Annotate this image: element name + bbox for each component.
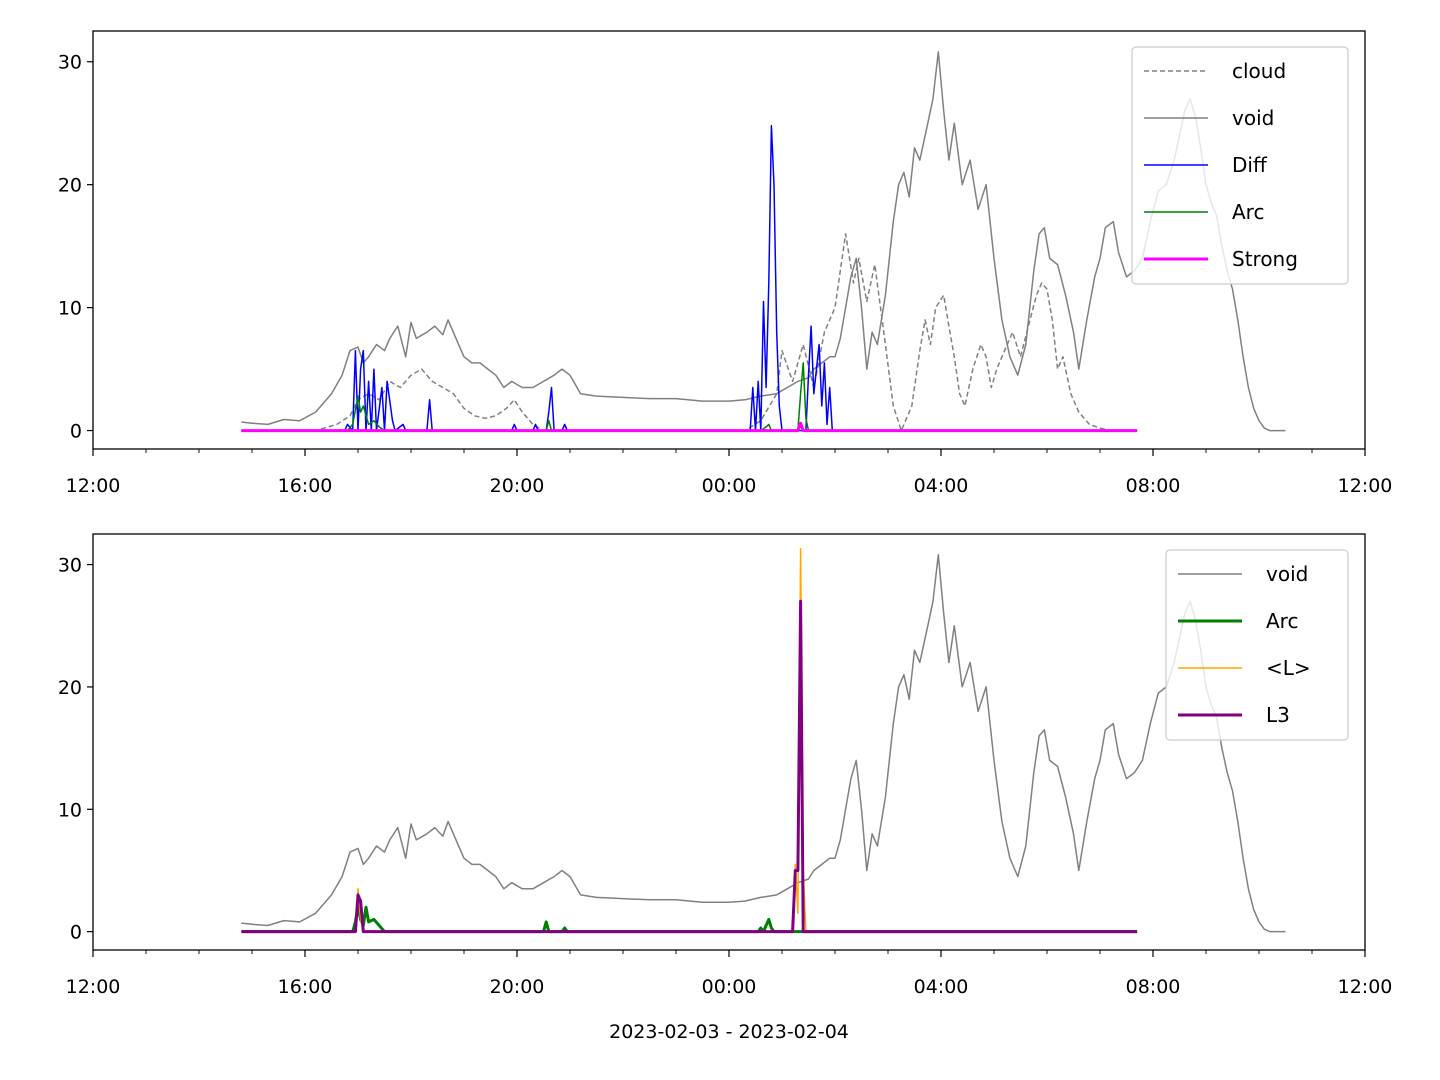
top-chart-series-cloud-line bbox=[241, 233, 1138, 432]
bottom-chart-legend-box bbox=[1165, 549, 1349, 741]
bottom-chart-x-tick-label: 08:00 bbox=[1126, 976, 1181, 998]
bottom-chart-y-tick-label: 10 bbox=[58, 799, 82, 821]
bottom-chart-legend-label-l3: L3 bbox=[1266, 703, 1290, 727]
top-chart-x-tick-label: 12:00 bbox=[66, 475, 121, 497]
bottom-chart-y-tick-label: 30 bbox=[58, 555, 82, 577]
bottom-chart-y-ticks: 0 10 20 30 bbox=[58, 555, 93, 944]
top-chart-y-tick-label: 30 bbox=[58, 52, 82, 74]
bottom-chart-x-tick-label: 00:00 bbox=[702, 976, 757, 998]
top-chart-legend: cloud void Diff Arc Strong bbox=[1131, 46, 1349, 285]
top-chart-y-tick-label: 0 bbox=[70, 421, 82, 443]
bottom-chart-series-void-line bbox=[241, 554, 1286, 933]
top-chart-y-ticks: 0 10 20 30 bbox=[58, 52, 93, 443]
top-chart-y-tick-label: 20 bbox=[58, 175, 82, 197]
top-chart-legend-label-strong: Strong bbox=[1232, 247, 1298, 271]
bottom-chart-x-tick-label: 12:00 bbox=[66, 976, 121, 998]
top-chart-x-tick-label: 04:00 bbox=[914, 475, 969, 497]
bottom-chart-y-tick-label: 0 bbox=[70, 922, 82, 944]
top-chart-series-strong-line bbox=[241, 421, 1138, 433]
bottom-chart-legend: void Arc <L> L3 bbox=[1165, 549, 1349, 741]
bottom-chart-y-tick-label: 20 bbox=[58, 677, 82, 699]
top-chart-x-tick-label: 16:00 bbox=[278, 475, 333, 497]
bottom-chart-x-axis-label: 2023-02-03 - 2023-02-04 bbox=[609, 1021, 849, 1043]
top-chart-y-tick-label: 10 bbox=[58, 298, 82, 320]
bottom-chart-legend-label-void: void bbox=[1266, 562, 1308, 586]
top-chart-legend-label-arc: Arc bbox=[1232, 200, 1264, 224]
bottom-chart-legend-label-arc: Arc bbox=[1266, 609, 1298, 633]
top-chart-legend-box bbox=[1131, 46, 1349, 285]
top-chart-lines bbox=[241, 51, 1286, 433]
top-chart-x-ticks: 12:00 16:00 20:00 00:00 04:00 08:00 12:00 bbox=[66, 449, 1393, 497]
top-chart-x-tick-label: 20:00 bbox=[490, 475, 545, 497]
top-chart-legend-label-void: void bbox=[1232, 106, 1274, 130]
top-chart-legend-label-cloud: cloud bbox=[1232, 59, 1286, 83]
top-chart-legend-label-diff: Diff bbox=[1232, 153, 1268, 177]
bottom-chart-series-l3-line bbox=[241, 599, 1138, 934]
top-chart-x-tick-label: 00:00 bbox=[702, 475, 757, 497]
bottom-chart-lines bbox=[241, 547, 1286, 934]
bottom-chart-x-tick-label: 20:00 bbox=[490, 976, 545, 998]
top-chart-x-tick-label: 12:00 bbox=[1338, 475, 1393, 497]
bottom-chart-x-tick-label: 16:00 bbox=[278, 976, 333, 998]
bottom-chart-legend-label-l: <L> bbox=[1266, 656, 1311, 680]
top-chart-series-arc-line bbox=[241, 362, 1138, 432]
bottom-chart-x-tick-label: 04:00 bbox=[914, 976, 969, 998]
bottom-chart-x-ticks: 12:00 16:00 20:00 00:00 04:00 08:00 12:00 bbox=[66, 950, 1393, 998]
bottom-chart-x-tick-label: 12:00 bbox=[1338, 976, 1393, 998]
top-chart-x-tick-label: 08:00 bbox=[1126, 475, 1181, 497]
